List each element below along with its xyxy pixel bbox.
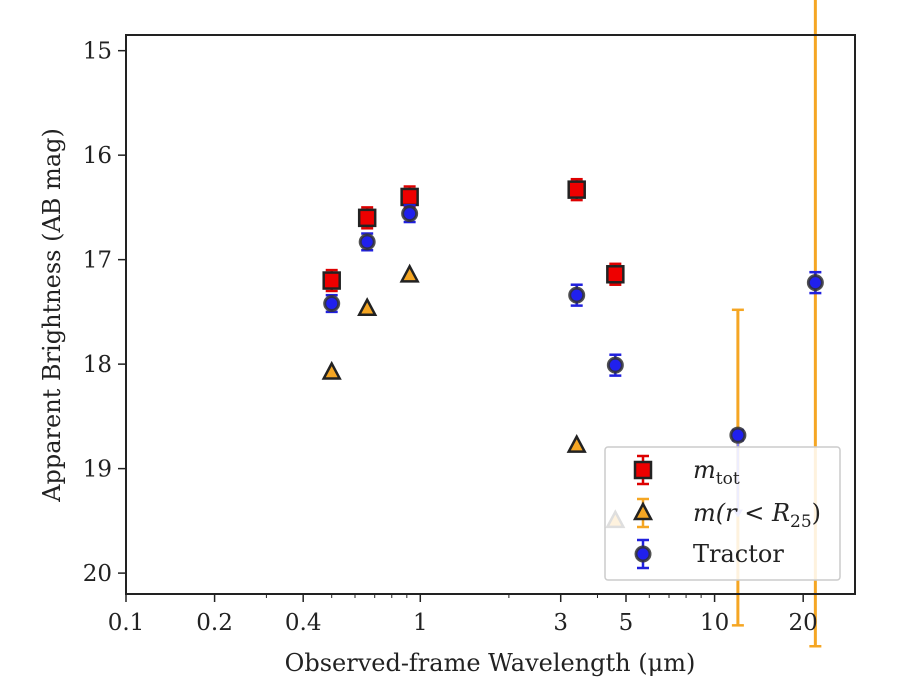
x-tick-label: 10 [700, 610, 729, 636]
legend-square-marker [633, 460, 653, 480]
legend-label: mtot [693, 456, 740, 489]
plot-frame [125, 34, 856, 595]
y-tick-label: 17 [83, 248, 112, 274]
y-tick-label: 19 [83, 457, 112, 483]
x-tick-label: 0.2 [196, 610, 233, 636]
x-tick-label: 0.1 [108, 610, 145, 636]
y-tick-label: 15 [83, 39, 112, 65]
y-tick-label: 16 [83, 143, 112, 169]
y-tick-label: 20 [83, 561, 112, 587]
square-marker [357, 208, 377, 228]
legend-triangle-marker [632, 501, 654, 521]
circle-marker [606, 356, 624, 374]
triangle-marker [566, 433, 587, 453]
square-marker [400, 187, 419, 207]
x-axis-label: Observed-frame Wavelength (μm) [285, 649, 696, 677]
axes: 0.1 0.2 0.4 1 3 5 10 20 15 16 17 18 19 20 [83, 34, 856, 636]
square-marker [567, 180, 586, 199]
circle-marker [729, 426, 747, 444]
x-tick-label: 3 [553, 610, 568, 636]
triangle-marker [321, 360, 342, 380]
circle-marker [568, 286, 586, 304]
legend-label: Tractor [693, 540, 784, 568]
circle-marker [401, 205, 419, 223]
legend-label: m(r < R25) [693, 499, 821, 532]
x-tick-label: 20 [789, 610, 818, 636]
x-tick-label: 1 [413, 610, 428, 636]
circle-marker [323, 295, 341, 313]
square-marker [322, 271, 341, 290]
legend: mtot m(r < R25) Tractor [604, 446, 841, 581]
y-tick-label: 18 [83, 352, 112, 378]
x-tick-label: 0.4 [285, 610, 322, 636]
triangle-marker [399, 263, 420, 283]
legend-circle-marker [634, 545, 652, 563]
triangle-marker [357, 297, 378, 317]
y-axis-label: Apparent Brightness (AB mag) [38, 128, 66, 503]
circle-marker [358, 233, 376, 251]
x-tick-label: 5 [619, 610, 634, 636]
square-marker [606, 265, 625, 284]
legend-box [604, 446, 841, 581]
circle-marker [806, 274, 824, 292]
